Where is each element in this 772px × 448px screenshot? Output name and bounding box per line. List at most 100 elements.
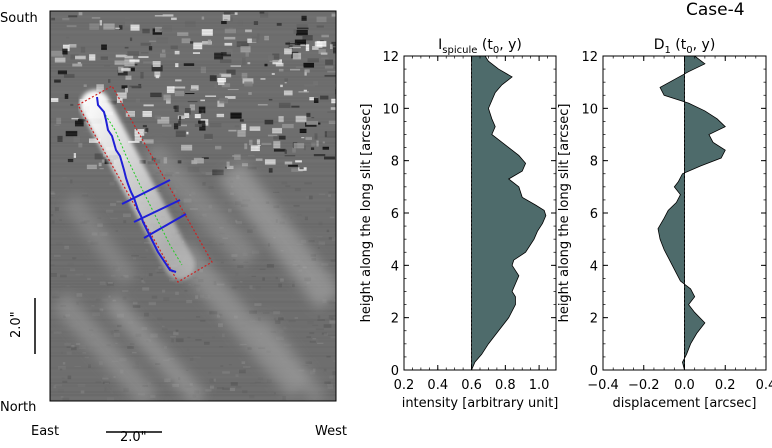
noise-block	[278, 317, 284, 321]
noise-block	[151, 65, 163, 72]
noise-block	[83, 240, 89, 244]
noise-block	[202, 182, 206, 186]
noise-block	[280, 84, 283, 88]
noise-block	[194, 114, 201, 119]
noise-block	[331, 204, 336, 206]
title-subscript: 0	[493, 45, 499, 56]
noise-block	[242, 57, 246, 65]
noise-block	[208, 185, 214, 189]
noise-block	[143, 281, 146, 284]
noise-block	[313, 154, 326, 157]
noise-block	[175, 79, 182, 82]
noise-block	[86, 164, 97, 170]
noise-block	[327, 111, 336, 113]
noise-block	[222, 371, 230, 374]
noise-block	[305, 196, 310, 199]
noise-block	[134, 241, 142, 243]
noise-block	[54, 384, 63, 387]
noise-block	[77, 383, 86, 387]
noise-block	[280, 278, 284, 282]
noise-block	[81, 193, 88, 195]
noise-block	[186, 348, 190, 352]
noise-block	[205, 172, 213, 176]
noise-block	[164, 346, 167, 349]
y-tick-label: 8	[391, 155, 399, 170]
noise-block	[174, 351, 182, 354]
noise-block	[245, 29, 252, 33]
noise-block	[323, 333, 328, 336]
noise-block	[250, 145, 260, 152]
noise-block	[149, 40, 157, 42]
noise-block	[230, 382, 238, 386]
noise-block	[245, 52, 249, 57]
noise-block	[304, 69, 310, 73]
noise-block	[275, 62, 284, 67]
noise-block	[166, 86, 175, 94]
noise-block	[174, 105, 179, 112]
noise-block	[52, 289, 60, 294]
noise-block	[282, 123, 294, 129]
noise-block	[141, 279, 144, 283]
noise-block	[83, 84, 87, 87]
noise-block	[329, 375, 334, 379]
noise-block	[133, 275, 141, 279]
noise-block	[200, 99, 205, 102]
noise-block	[106, 397, 114, 401]
noise-block	[224, 18, 228, 21]
title-subscript: 1	[664, 45, 670, 56]
noise-block	[235, 219, 238, 223]
horizontal-scale-label: 2.0"	[120, 430, 147, 445]
noise-block	[77, 62, 81, 64]
noise-block	[317, 220, 324, 222]
noise-block	[163, 25, 173, 33]
noise-block	[106, 282, 114, 286]
y-tick-label: 2	[391, 312, 399, 327]
noise-block	[125, 87, 129, 93]
noise-block	[50, 195, 56, 198]
noise-block	[186, 131, 189, 135]
noise-block	[161, 325, 165, 327]
noise-block	[330, 107, 336, 110]
noise-block	[264, 277, 271, 279]
noise-block	[251, 36, 259, 43]
noise-block	[99, 167, 104, 170]
noise-block	[303, 62, 315, 68]
noise-block	[51, 50, 64, 57]
noise-block	[211, 336, 216, 339]
noise-block	[312, 324, 319, 326]
noise-block	[174, 50, 180, 55]
noise-block	[293, 29, 297, 34]
noise-block	[330, 336, 336, 339]
noise-block	[139, 256, 147, 258]
noise-block	[131, 254, 139, 257]
noise-block	[223, 12, 235, 15]
noise-block	[173, 105, 177, 109]
noise-block	[241, 72, 248, 79]
noise-block	[312, 46, 319, 50]
noise-block	[201, 29, 213, 36]
noise-block	[317, 247, 320, 249]
noise-block	[160, 53, 166, 58]
noise-block	[102, 298, 109, 303]
noise-block	[333, 316, 336, 320]
noise-block	[292, 284, 295, 287]
noise-block	[219, 59, 232, 64]
noise-block	[288, 319, 296, 323]
profile-area	[471, 55, 547, 371]
noise-block	[132, 257, 137, 260]
noise-block	[272, 127, 283, 134]
noise-block	[67, 158, 74, 163]
noise-block	[181, 144, 193, 151]
noise-block	[53, 331, 62, 334]
noise-block	[323, 368, 327, 372]
noise-block	[281, 181, 288, 185]
noise-block	[271, 72, 275, 75]
noise-block	[185, 93, 195, 95]
noise-block	[216, 314, 220, 318]
noise-block	[163, 297, 170, 301]
noise-block	[264, 35, 269, 41]
noise-block	[247, 38, 257, 43]
noise-block	[72, 248, 76, 252]
noise-block	[208, 371, 212, 374]
noise-block	[247, 166, 257, 170]
